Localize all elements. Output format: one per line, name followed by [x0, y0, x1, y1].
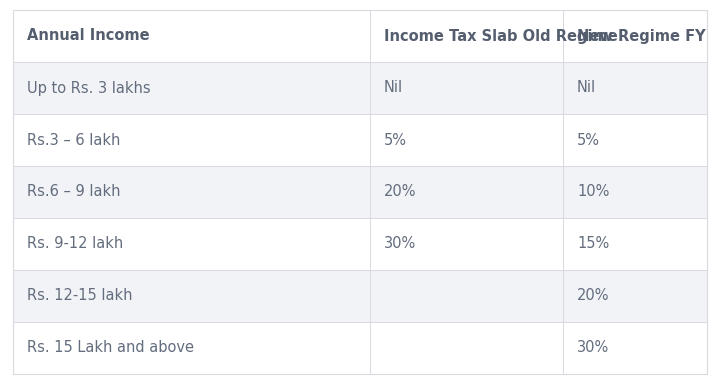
Text: 20%: 20% [577, 289, 610, 303]
Text: Rs.3 – 6 lakh: Rs.3 – 6 lakh [27, 132, 120, 147]
Text: 20%: 20% [384, 185, 416, 199]
Bar [370, 10, 563, 62]
Text: 5%: 5% [577, 132, 600, 147]
Bar [563, 322, 707, 374]
Bar [370, 114, 563, 166]
Bar [370, 270, 563, 322]
Text: Nil: Nil [577, 80, 596, 95]
Text: 15%: 15% [577, 237, 609, 251]
Text: Rs.6 – 9 lakh: Rs.6 – 9 lakh [27, 185, 120, 199]
Bar [370, 218, 563, 270]
Text: 30%: 30% [384, 237, 416, 251]
Bar [563, 218, 707, 270]
Bar [563, 114, 707, 166]
Bar [563, 270, 707, 322]
Text: Income Tax Slab Old Regime: Income Tax Slab Old Regime [384, 28, 618, 43]
Bar [370, 322, 563, 374]
Text: 30%: 30% [577, 341, 609, 355]
Bar [563, 166, 707, 218]
Bar [13, 10, 370, 62]
Text: 5%: 5% [384, 132, 407, 147]
Bar [13, 322, 370, 374]
Bar [370, 166, 563, 218]
Bar [563, 10, 707, 62]
Text: Rs. 15 Lakh and above: Rs. 15 Lakh and above [27, 341, 194, 355]
Bar [13, 218, 370, 270]
Text: 10%: 10% [577, 185, 609, 199]
Text: Annual Income: Annual Income [27, 28, 150, 43]
Bar [13, 62, 370, 114]
Bar [13, 270, 370, 322]
Text: Up to Rs. 3 lakhs: Up to Rs. 3 lakhs [27, 80, 150, 95]
Text: New Regime FY: New Regime FY [577, 28, 706, 43]
Bar [370, 62, 563, 114]
Bar [13, 166, 370, 218]
Text: Nil: Nil [384, 80, 403, 95]
Bar [563, 62, 707, 114]
Bar [13, 114, 370, 166]
Text: Rs. 12-15 lakh: Rs. 12-15 lakh [27, 289, 132, 303]
Text: Rs. 9-12 lakh: Rs. 9-12 lakh [27, 237, 123, 251]
